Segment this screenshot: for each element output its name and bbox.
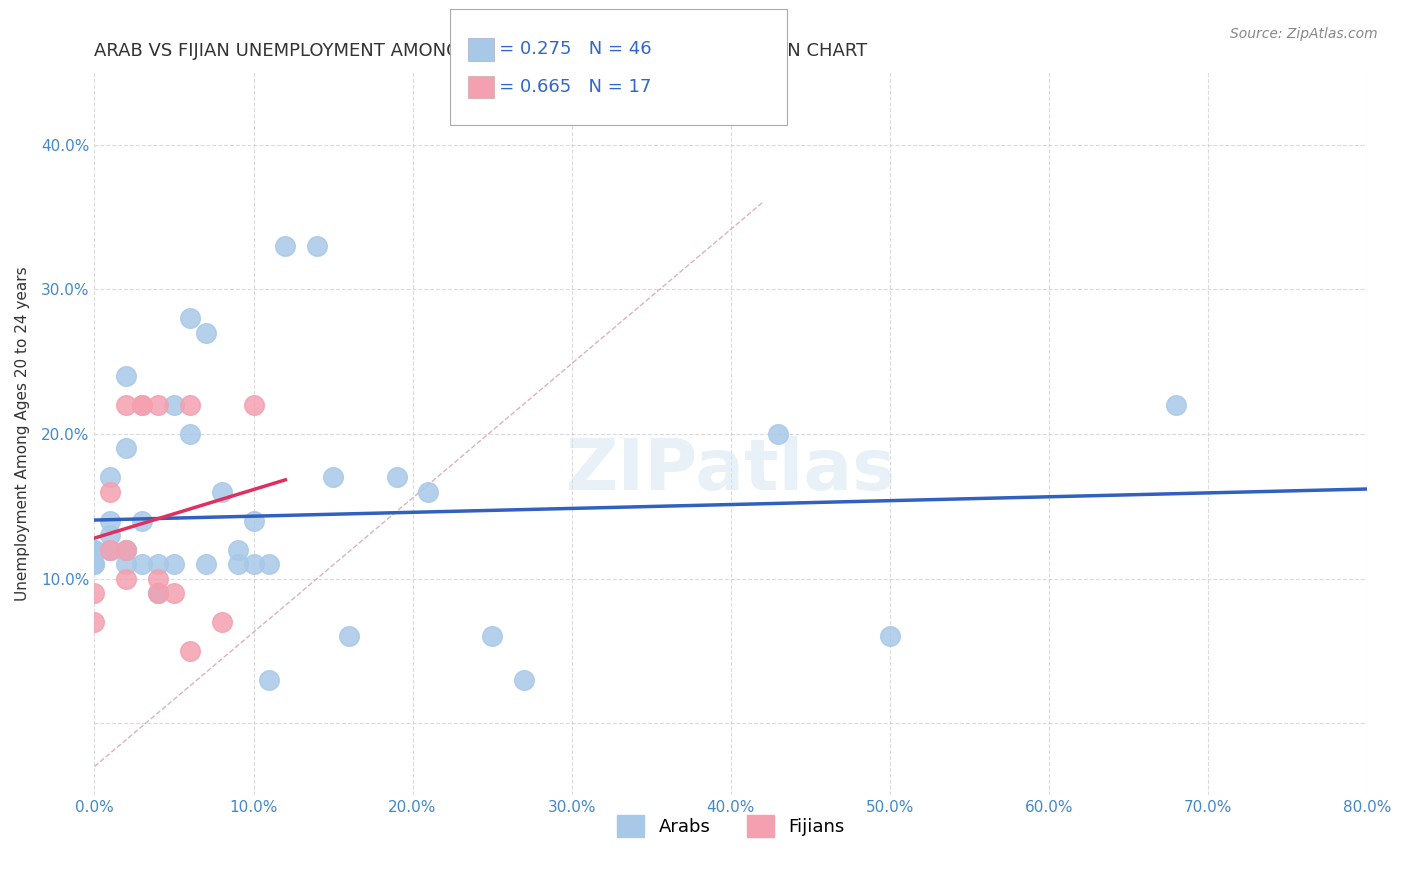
Point xyxy=(115,542,138,557)
Point xyxy=(100,470,122,484)
Point xyxy=(194,557,217,571)
Point xyxy=(115,572,138,586)
Point xyxy=(83,557,105,571)
Point xyxy=(146,398,169,412)
Point xyxy=(513,673,536,687)
Point xyxy=(211,615,233,629)
Point xyxy=(100,542,122,557)
Point xyxy=(83,542,105,557)
Point xyxy=(1164,398,1187,412)
Point xyxy=(83,615,105,629)
Point xyxy=(194,326,217,340)
Point xyxy=(259,557,281,571)
Legend: Arabs, Fijians: Arabs, Fijians xyxy=(610,808,852,844)
Point xyxy=(100,542,122,557)
Point xyxy=(83,542,105,557)
Point xyxy=(83,557,105,571)
Point xyxy=(337,629,360,643)
Point xyxy=(146,586,169,600)
Point xyxy=(274,239,297,253)
Point xyxy=(242,398,264,412)
Point xyxy=(163,557,186,571)
Point xyxy=(100,484,122,499)
Point xyxy=(100,542,122,557)
Point xyxy=(115,398,138,412)
Point xyxy=(146,586,169,600)
Point xyxy=(115,369,138,384)
Point xyxy=(226,542,249,557)
Text: R = 0.275   N = 46: R = 0.275 N = 46 xyxy=(481,40,651,58)
Point xyxy=(385,470,408,484)
Point xyxy=(226,557,249,571)
Point xyxy=(418,484,440,499)
Point xyxy=(179,426,201,441)
Point xyxy=(131,514,153,528)
Point xyxy=(146,557,169,571)
Point xyxy=(481,629,503,643)
Point xyxy=(100,542,122,557)
Point xyxy=(259,673,281,687)
Text: R = 0.665   N = 17: R = 0.665 N = 17 xyxy=(481,78,651,95)
Point xyxy=(83,542,105,557)
Text: Source: ZipAtlas.com: Source: ZipAtlas.com xyxy=(1230,27,1378,41)
Point xyxy=(83,586,105,600)
Point xyxy=(131,398,153,412)
Point xyxy=(242,514,264,528)
Point xyxy=(179,311,201,326)
Point xyxy=(146,586,169,600)
Y-axis label: Unemployment Among Ages 20 to 24 years: Unemployment Among Ages 20 to 24 years xyxy=(15,267,30,601)
Point xyxy=(100,514,122,528)
Point xyxy=(879,629,901,643)
Point xyxy=(768,426,790,441)
Point xyxy=(115,542,138,557)
Point xyxy=(179,644,201,658)
Point xyxy=(146,572,169,586)
Point xyxy=(307,239,329,253)
Point xyxy=(131,557,153,571)
Point xyxy=(100,528,122,542)
Point xyxy=(179,398,201,412)
Point xyxy=(131,398,153,412)
Point xyxy=(100,542,122,557)
Text: ZIPatlas: ZIPatlas xyxy=(565,435,896,505)
Point xyxy=(115,557,138,571)
Text: ARAB VS FIJIAN UNEMPLOYMENT AMONG AGES 20 TO 24 YEARS CORRELATION CHART: ARAB VS FIJIAN UNEMPLOYMENT AMONG AGES 2… xyxy=(94,42,868,60)
Point xyxy=(242,557,264,571)
Point xyxy=(211,484,233,499)
Point xyxy=(322,470,344,484)
Point xyxy=(115,442,138,456)
Point xyxy=(163,398,186,412)
Point xyxy=(115,542,138,557)
Point xyxy=(163,586,186,600)
